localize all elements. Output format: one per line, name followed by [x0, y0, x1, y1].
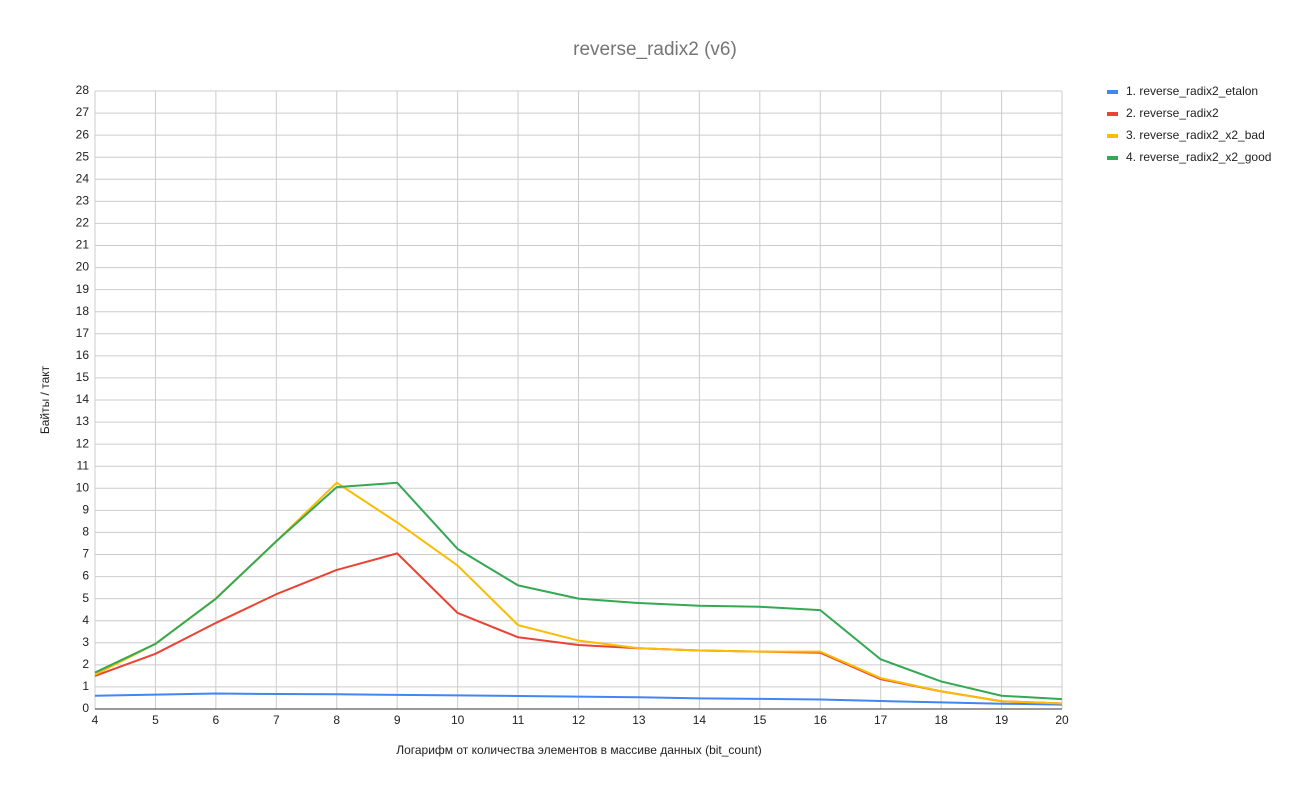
y-tick-label: 16 — [76, 348, 90, 362]
x-tick-label: 12 — [572, 713, 586, 727]
y-tick-label: 25 — [76, 149, 90, 163]
y-tick-label: 26 — [76, 127, 90, 141]
y-tick-label: 23 — [76, 194, 90, 208]
y-axis-title: Байты / такт — [38, 365, 52, 434]
x-tick-label: 20 — [1055, 713, 1069, 727]
y-tick-label: 6 — [82, 569, 89, 583]
y-tick-label: 3 — [82, 635, 89, 649]
legend-swatch — [1107, 112, 1118, 116]
y-tick-label: 20 — [76, 260, 90, 274]
y-tick-label: 7 — [82, 547, 89, 561]
y-tick-label: 11 — [77, 458, 90, 472]
x-tick-label: 5 — [152, 713, 159, 727]
legend-label: 3. reverse_radix2_x2_bad — [1126, 128, 1265, 142]
y-tick-label: 8 — [82, 525, 89, 539]
y-tick-label: 18 — [76, 304, 90, 318]
y-tick-label: 17 — [76, 326, 90, 340]
chart-title: reverse_radix2 (v6) — [573, 39, 737, 60]
legend-label: 2. reverse_radix2 — [1126, 106, 1219, 120]
y-tick-label: 21 — [76, 238, 90, 252]
y-tick-label: 28 — [76, 83, 90, 97]
y-tick-label: 2 — [82, 657, 89, 671]
x-tick-label: 14 — [693, 713, 707, 727]
y-tick-label: 0 — [82, 701, 89, 715]
y-tick-label: 4 — [82, 613, 89, 627]
x-tick-label: 8 — [333, 713, 340, 727]
y-tick-label: 13 — [76, 414, 90, 428]
y-tick-label: 10 — [76, 480, 90, 494]
x-tick-label: 13 — [632, 713, 646, 727]
legend-label: 4. reverse_radix2_x2_good — [1126, 150, 1271, 164]
y-tick-label: 24 — [76, 171, 90, 185]
series-line — [94, 692, 1063, 706]
y-tick-label: 15 — [76, 370, 90, 384]
y-tick-label: 5 — [82, 591, 89, 605]
x-tick-label: 15 — [753, 713, 767, 727]
legend-swatch — [1107, 90, 1118, 94]
x-tick-label: 19 — [995, 713, 1009, 727]
x-tick-label: 7 — [273, 713, 280, 727]
y-tick-label: 22 — [76, 216, 90, 230]
x-tick-label: 10 — [451, 713, 465, 727]
y-tick-label: 1 — [82, 679, 89, 693]
y-tick-label: 12 — [76, 436, 90, 450]
x-tick-label: 16 — [814, 713, 828, 727]
x-tick-label: 6 — [213, 713, 220, 727]
series-line — [94, 481, 1063, 701]
y-tick-label: 27 — [76, 105, 90, 119]
x-tick-label: 9 — [394, 713, 401, 727]
x-tick-label: 17 — [874, 713, 888, 727]
x-tick-label: 11 — [512, 713, 525, 727]
x-tick-label: 18 — [934, 713, 948, 727]
legend-swatch — [1107, 134, 1118, 138]
y-tick-label: 9 — [82, 503, 89, 517]
legend-swatch — [1107, 156, 1118, 160]
x-axis-title: Логарифм от количества элементов в масси… — [396, 743, 762, 757]
legend-label: 1. reverse_radix2_etalon — [1126, 84, 1258, 98]
x-tick-label: 4 — [92, 713, 99, 727]
y-tick-label: 19 — [76, 282, 90, 296]
y-tick-label: 14 — [76, 392, 90, 406]
